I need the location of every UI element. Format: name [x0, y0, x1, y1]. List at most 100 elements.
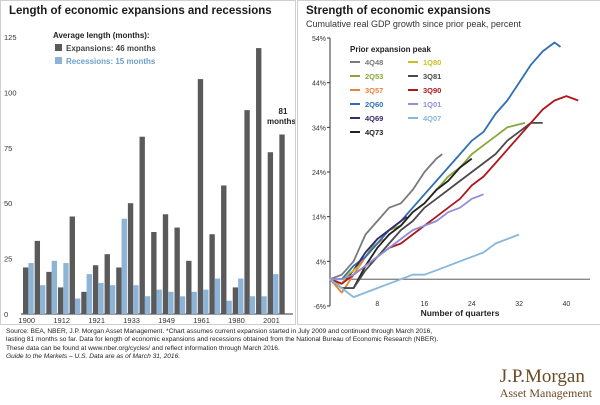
- series-line-4q48: [329, 153, 443, 281]
- expansion-bar: [92, 265, 99, 314]
- recession-bar: [273, 274, 279, 314]
- recession-bar: [203, 289, 209, 314]
- legend-label: 1Q80: [423, 58, 441, 67]
- recession-bar: [109, 285, 116, 314]
- legend-label: 3Q90: [423, 86, 441, 95]
- x-tick-label: 1933: [123, 316, 140, 324]
- expansion-bar: [256, 48, 262, 315]
- expansion-bar: [116, 267, 122, 314]
- expansion-bar: [127, 203, 134, 314]
- x-tick-label: 1921: [88, 316, 105, 324]
- x-tick-label: 8: [375, 301, 379, 308]
- left-chart-panel: Length of economic expansions and recess…: [0, 0, 296, 325]
- brand-subtitle: Asset Management: [499, 386, 592, 400]
- footnote-guide: Guide to the Markets – U.S. Data are as …: [6, 353, 181, 361]
- expansion-bar: [23, 267, 29, 314]
- expansion-bar: [151, 232, 157, 314]
- expansion-bar: [232, 287, 239, 314]
- x-tick-label: 16: [421, 301, 429, 308]
- y-tick-label: -6%: [314, 304, 326, 311]
- brand-logo: J.P.Morgan Asset Management: [500, 366, 592, 401]
- y-tick-label: 14%: [312, 215, 326, 222]
- recession-bar: [144, 296, 151, 314]
- expansion-bar: [279, 134, 285, 314]
- x-tick-label: 1949: [158, 316, 175, 324]
- legend-label: 4Q48: [365, 58, 383, 67]
- y-tick-label: 125: [4, 33, 17, 42]
- recession-bar: [121, 218, 127, 314]
- legend-label: 2Q60: [365, 100, 383, 109]
- legend-title: Average length (months):: [53, 31, 150, 40]
- x-tick-label: 40: [562, 301, 570, 308]
- recession-bar: [214, 278, 221, 314]
- recession-bar: [179, 296, 186, 314]
- expansion-bar: [186, 260, 192, 314]
- recession-bar: [86, 274, 92, 314]
- expansion-bar: [244, 110, 250, 315]
- bar-chart: Average length (months): Expansions: 46 …: [4, 31, 295, 324]
- x-tick-label: 2001: [263, 316, 280, 324]
- annotation-81: 81: [279, 107, 288, 116]
- recession-bar: [51, 260, 58, 314]
- recession-bar: [40, 285, 46, 314]
- line-chart: Prior expansion peak Number of quarters …: [312, 36, 590, 318]
- x-tick-label: 1961: [193, 316, 210, 324]
- expansion-bar: [104, 254, 110, 314]
- x-tick-label: 1980: [228, 316, 245, 324]
- series-line-1q01: [330, 193, 484, 281]
- legend-label: 4Q07: [423, 114, 441, 123]
- recession-bar: [28, 263, 34, 314]
- right-chart-title: Strength of economic expansions: [306, 5, 491, 17]
- x-tick-label: 1912: [53, 316, 70, 324]
- brand-name: J.P.Morgan: [499, 366, 585, 387]
- y-tick-label: 34%: [312, 125, 326, 132]
- legend-label: 4Q73: [365, 128, 383, 137]
- series-line-3q81: [329, 122, 543, 290]
- expansion-bar: [221, 185, 227, 314]
- expansion-bar: [34, 240, 41, 314]
- y-tick-label: 4%: [316, 259, 326, 266]
- expansion-bar: [139, 136, 145, 314]
- legend-recessions-label: Recessions: 15 months: [66, 57, 156, 66]
- expansion-bar: [197, 79, 204, 314]
- expansion-bar: [174, 227, 180, 314]
- recession-bar: [191, 291, 197, 314]
- recession-bar: [261, 296, 267, 314]
- recession-bar: [133, 285, 139, 314]
- y-tick-label: 100: [4, 88, 17, 97]
- x-tick-label: 24: [468, 301, 476, 308]
- recession-bar: [168, 291, 174, 314]
- footnote-line: These data can be found at www.nber.org/…: [6, 344, 280, 352]
- legend-label: 4Q69: [365, 114, 383, 123]
- expansion-bar: [81, 291, 87, 314]
- legend-label: 1Q01: [423, 100, 441, 109]
- recession-bar: [238, 278, 244, 314]
- y-tick-label: 50: [4, 199, 12, 208]
- recession-bar: [63, 263, 69, 314]
- annotation-months: months*: [267, 117, 295, 126]
- y-tick-label: 54%: [312, 36, 326, 43]
- series-line-4q07: [329, 233, 520, 299]
- y-tick-label: 24%: [312, 170, 326, 177]
- y-tick-label: 75: [4, 144, 12, 153]
- y-tick-label: 44%: [312, 81, 326, 88]
- expansion-bar: [209, 234, 215, 314]
- recession-bar: [226, 300, 232, 314]
- expansion-bar: [57, 287, 64, 314]
- expansion-bar: [162, 214, 169, 314]
- right-chart-panel: Strength of economic expansions Cumulati…: [297, 0, 600, 325]
- x-axis-label: Number of quarters: [421, 308, 500, 318]
- recession-bar: [249, 296, 256, 314]
- series-line-2q53: [329, 122, 526, 285]
- expansion-bar: [46, 271, 52, 314]
- series-line-4q69: [329, 215, 408, 285]
- right-chart-subtitle: Cumulative real GDP growth since prior p…: [306, 19, 521, 29]
- line-legend-title: Prior expansion peak: [350, 45, 431, 54]
- left-chart-title: Length of economic expansions and recess…: [9, 5, 272, 17]
- recession-bar: [156, 289, 162, 314]
- legend-expansions-label: Expansions: 46 months: [66, 44, 156, 53]
- x-tick-label: 32: [515, 301, 523, 308]
- legend-swatch-expansions: [55, 44, 62, 51]
- x-tick-label: 1900: [18, 316, 35, 324]
- expansion-bar: [267, 152, 274, 314]
